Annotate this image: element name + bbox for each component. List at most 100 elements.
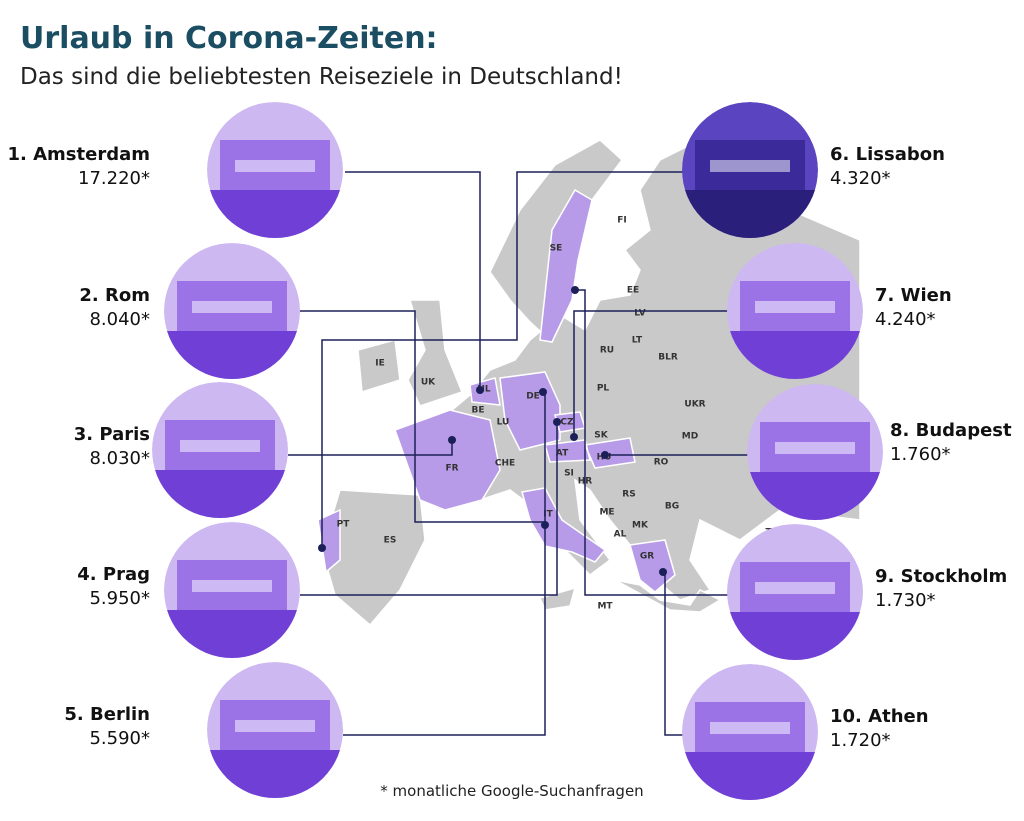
country-code: BE bbox=[471, 406, 484, 416]
map-shape bbox=[394, 409, 501, 511]
destination-searches: 1.760* bbox=[890, 444, 951, 465]
connector bbox=[664, 572, 690, 736]
destination-searches: 17.220* bbox=[78, 168, 150, 189]
city-dot bbox=[571, 286, 579, 294]
map-shape bbox=[539, 188, 593, 343]
country-code: MK bbox=[632, 521, 649, 531]
detail bbox=[775, 442, 855, 454]
map-shape bbox=[317, 508, 341, 574]
subtitle: Das sind die beliebtesten Reiseziele in … bbox=[20, 64, 623, 90]
country-code: RS bbox=[622, 490, 635, 500]
country-code: AL bbox=[614, 530, 627, 540]
map-shape bbox=[357, 299, 463, 407]
country-code: ME bbox=[599, 508, 614, 518]
destination-searches: 1.720* bbox=[830, 730, 891, 751]
country-code: BLR bbox=[658, 353, 678, 363]
country-code: RO bbox=[654, 458, 669, 468]
country-code: LT bbox=[632, 336, 643, 346]
destination-searches: 1.730* bbox=[875, 590, 936, 611]
ground bbox=[164, 610, 300, 658]
ground bbox=[727, 612, 863, 660]
city-dot bbox=[318, 544, 326, 552]
map bbox=[317, 139, 861, 627]
city-dot bbox=[541, 521, 549, 529]
country-code: MT bbox=[597, 602, 613, 612]
detail bbox=[710, 160, 790, 172]
connector bbox=[573, 310, 735, 437]
destination-name: 9. Stockholm bbox=[875, 566, 1007, 587]
connector bbox=[300, 422, 558, 596]
destination-searches: 8.030* bbox=[89, 448, 150, 469]
country-code: RU bbox=[600, 346, 614, 356]
city-dot bbox=[659, 568, 667, 576]
country-code: UKR bbox=[684, 400, 705, 410]
ground bbox=[164, 331, 300, 379]
country-code: FI bbox=[617, 216, 627, 226]
map-shape bbox=[538, 579, 722, 613]
country-code: EE bbox=[627, 286, 639, 296]
destination-searches: 4.320* bbox=[830, 168, 891, 189]
map-shape bbox=[469, 371, 561, 451]
city-circle bbox=[682, 102, 818, 238]
destination-searches: 8.040* bbox=[89, 309, 150, 330]
map-shape bbox=[288, 171, 750, 736]
detail bbox=[710, 722, 790, 734]
country-code: BG bbox=[665, 502, 679, 512]
country-code: LU bbox=[497, 418, 510, 428]
city-circle bbox=[727, 524, 863, 660]
ground bbox=[152, 470, 288, 518]
country-code: AT bbox=[556, 449, 569, 459]
destination-searches: 5.590* bbox=[89, 728, 150, 749]
destination-name: 10. Athen bbox=[830, 706, 929, 727]
country-code: CZ bbox=[560, 418, 574, 428]
footnote: * monatliche Google-Suchanfragen bbox=[380, 782, 643, 800]
country-code: SE bbox=[550, 244, 563, 254]
destination-name: 7. Wien bbox=[875, 285, 952, 306]
city-circle bbox=[207, 662, 343, 798]
title: Urlaub in Corona-Zeiten: bbox=[20, 21, 438, 56]
city-circle bbox=[164, 522, 300, 658]
country-code: FR bbox=[445, 464, 458, 474]
country-code: SK bbox=[594, 431, 608, 441]
detail bbox=[192, 301, 272, 313]
city-circle bbox=[164, 243, 300, 379]
city-circle bbox=[727, 243, 863, 379]
country-code: ES bbox=[384, 536, 397, 546]
country-code: DE bbox=[526, 392, 540, 402]
country-code: LV bbox=[634, 309, 645, 319]
city-dot bbox=[476, 386, 484, 394]
city-dot bbox=[553, 418, 561, 426]
city-circle bbox=[682, 664, 818, 800]
country-code: NL bbox=[477, 385, 491, 395]
city-dot bbox=[448, 436, 456, 444]
ground bbox=[207, 190, 343, 238]
country-code: MD bbox=[682, 432, 698, 442]
country-code: GR bbox=[640, 552, 654, 562]
destination-name: 3. Paris bbox=[74, 424, 150, 445]
connector bbox=[345, 171, 481, 390]
city-circle bbox=[207, 102, 343, 238]
connector bbox=[575, 289, 730, 596]
country-code: IE bbox=[375, 359, 385, 369]
detail bbox=[235, 720, 315, 732]
connector bbox=[343, 392, 546, 736]
detail bbox=[180, 440, 260, 452]
country-code: PT bbox=[337, 520, 351, 530]
destination-name: 1. Amsterdam bbox=[7, 144, 150, 165]
map-shape: 1. Amsterdam 17.220* 2. Rom 8.040* 3. Paris 8… bbox=[7, 144, 1012, 751]
city-circle bbox=[152, 382, 288, 518]
country-code: SI bbox=[564, 469, 574, 479]
destination-name: 2. Rom bbox=[79, 285, 150, 306]
detail bbox=[192, 580, 272, 592]
connector bbox=[288, 440, 453, 456]
ground bbox=[207, 750, 343, 798]
connector bbox=[321, 171, 685, 548]
destination-searches: 4.240* bbox=[875, 309, 936, 330]
destination-name: 8. Budapest bbox=[890, 420, 1012, 441]
destination-name: 5. Berlin bbox=[64, 704, 150, 725]
country-code: IT bbox=[543, 510, 553, 520]
city-dot bbox=[570, 433, 578, 441]
ground bbox=[682, 752, 818, 800]
city-dot bbox=[601, 451, 609, 459]
